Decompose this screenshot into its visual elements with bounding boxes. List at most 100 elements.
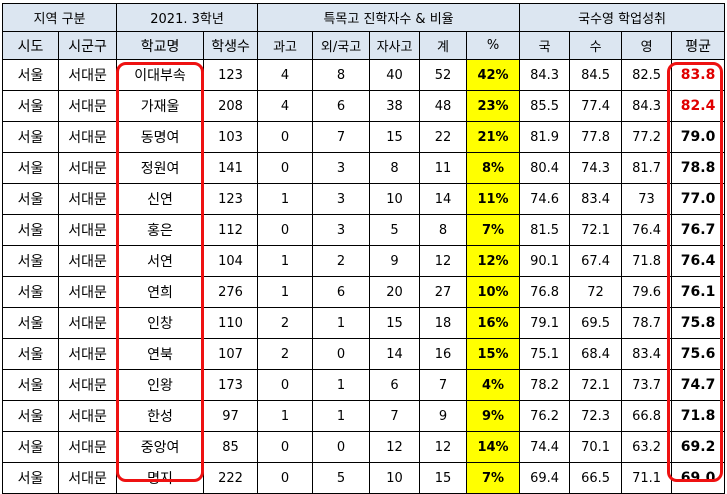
cell-school: 정원여	[116, 152, 205, 184]
cell-students: 123	[203, 183, 259, 215]
cell-korean: 81.9	[519, 121, 571, 153]
cell-math: 72	[569, 276, 623, 308]
cell-students: 112	[203, 214, 259, 246]
cell-math: 83.4	[569, 183, 623, 215]
cell-science: 0	[257, 121, 314, 153]
group-header-achievement: 국수영 학업성취	[519, 3, 726, 32]
cell-math: 70.1	[569, 431, 623, 463]
cell-foreign: 0	[312, 431, 371, 463]
cell-korean: 74.6	[519, 183, 571, 215]
cell-percent: 7%	[466, 214, 521, 246]
cell-math: 72.1	[569, 369, 623, 401]
column-header-row: 시도 시군구 학교명 학생수 과고 외/국고 자사고 계 % 국 수 영 평균	[2, 31, 726, 60]
cell-science: 0	[257, 214, 314, 246]
cell-korean: 78.2	[519, 369, 571, 401]
cell-sido: 서울	[2, 59, 59, 91]
col-header-sigungu: 시군구	[57, 31, 118, 60]
cell-foreign: 3	[312, 214, 371, 246]
cell-percent: 16%	[466, 307, 521, 339]
cell-korean: 79.1	[519, 307, 571, 339]
col-header-total: 계	[419, 31, 468, 60]
cell-average: 78.8	[671, 152, 726, 184]
cell-average: 76.4	[671, 245, 726, 277]
cell-science: 0	[257, 369, 314, 401]
table-row: 서울 서대문 인왕 173 0 1 6 7 4% 78.2 72.1 73.7 74.7	[2, 369, 726, 401]
cell-students: 97	[203, 400, 259, 432]
cell-english: 81.7	[621, 152, 673, 184]
cell-average: 83.8	[671, 59, 726, 91]
table-row: 서울 서대문 이대부속 123 4 8 40 52 42% 84.3 84.5 82.5 83.8	[2, 59, 726, 91]
cell-students: 222	[203, 462, 259, 494]
cell-total: 27	[419, 276, 468, 308]
cell-percent: 12%	[466, 245, 521, 277]
cell-sido: 서울	[2, 338, 59, 370]
cell-school: 신연	[116, 183, 205, 215]
cell-sigungu: 서대문	[57, 245, 118, 277]
cell-private: 12	[369, 431, 421, 463]
col-header-school: 학교명	[116, 31, 205, 60]
cell-science: 1	[257, 400, 314, 432]
cell-foreign: 6	[312, 276, 371, 308]
cell-average: 82.4	[671, 90, 726, 122]
cell-math: 72.1	[569, 214, 623, 246]
cell-sido: 서울	[2, 121, 59, 153]
col-header-students: 학생수	[203, 31, 259, 60]
cell-students: 276	[203, 276, 259, 308]
cell-school: 서연	[116, 245, 205, 277]
cell-total: 12	[419, 431, 468, 463]
cell-sido: 서울	[2, 276, 59, 308]
cell-science: 2	[257, 307, 314, 339]
cell-total: 48	[419, 90, 468, 122]
cell-math: 84.5	[569, 59, 623, 91]
cell-total: 22	[419, 121, 468, 153]
cell-school: 한성	[116, 400, 205, 432]
col-header-math: 수	[569, 31, 623, 60]
cell-private: 7	[369, 400, 421, 432]
cell-english: 63.2	[621, 431, 673, 463]
col-header-private: 자사고	[369, 31, 421, 60]
cell-science: 0	[257, 462, 314, 494]
col-header-average: 평균	[671, 31, 726, 60]
cell-school: 홍은	[116, 214, 205, 246]
cell-sido: 서울	[2, 152, 59, 184]
cell-foreign: 1	[312, 400, 371, 432]
cell-percent: 23%	[466, 90, 521, 122]
table-row: 서울 서대문 신연 123 1 3 10 14 11% 74.6 83.4 73 77.0	[2, 183, 726, 215]
cell-sigungu: 서대문	[57, 338, 118, 370]
group-header-row: 지역 구분 2021. 3학년 특목고 진학자수 & 비율 국수영 학업성취	[1, 3, 726, 32]
cell-total: 15	[419, 462, 468, 494]
cell-average: 76.1	[671, 276, 726, 308]
cell-science: 1	[257, 276, 314, 308]
cell-foreign: 6	[312, 90, 371, 122]
cell-private: 10	[369, 462, 421, 494]
cell-school: 연북	[116, 338, 205, 370]
cell-average: 79.0	[671, 121, 726, 153]
col-header-percent: %	[466, 31, 521, 60]
cell-average: 75.8	[671, 307, 726, 339]
cell-sido: 서울	[2, 462, 59, 494]
cell-school: 명지	[116, 462, 205, 494]
cell-percent: 4%	[466, 369, 521, 401]
cell-sigungu: 서대문	[57, 183, 118, 215]
cell-science: 4	[257, 59, 314, 91]
group-header-special-school: 특목고 진학자수 & 비율	[257, 3, 521, 32]
cell-sigungu: 서대문	[57, 369, 118, 401]
cell-private: 20	[369, 276, 421, 308]
table-row: 서울 서대문 홍은 112 0 3 5 8 7% 81.5 72.1 76.4 76.7	[2, 214, 726, 246]
col-header-korean: 국	[519, 31, 571, 60]
cell-math: 74.3	[569, 152, 623, 184]
cell-school: 가재울	[116, 90, 205, 122]
cell-korean: 90.1	[519, 245, 571, 277]
cell-total: 7	[419, 369, 468, 401]
table-row: 서울 서대문 동명여 103 0 7 15 22 21% 81.9 77.8 77.2 79.0	[2, 121, 726, 153]
cell-foreign: 1	[312, 307, 371, 339]
cell-math: 67.4	[569, 245, 623, 277]
cell-korean: 76.8	[519, 276, 571, 308]
cell-foreign: 3	[312, 152, 371, 184]
cell-total: 9	[419, 400, 468, 432]
cell-total: 52	[419, 59, 468, 91]
cell-private: 8	[369, 152, 421, 184]
cell-school: 연희	[116, 276, 205, 308]
cell-sigungu: 서대문	[57, 462, 118, 494]
cell-private: 10	[369, 183, 421, 215]
